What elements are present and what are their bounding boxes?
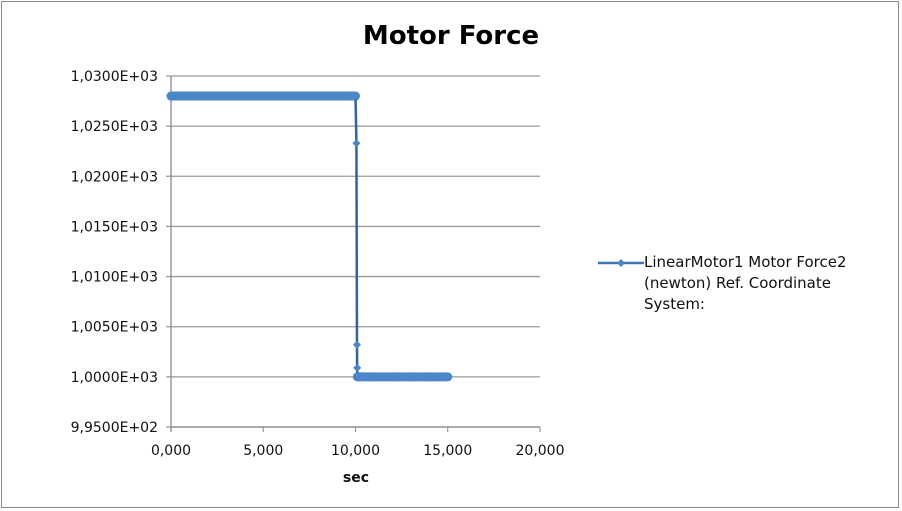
x-axis-label: sec: [343, 470, 369, 486]
legend: LinearMotor1 Motor Force2 (newton) Ref. …: [598, 252, 894, 315]
x-tick-label: 10,000: [331, 443, 380, 459]
data-point: [314, 92, 323, 101]
data-point: [203, 92, 212, 101]
y-tick-label: 9,9500E+02: [71, 420, 158, 436]
y-tick-label: 1,0250E+03: [71, 119, 158, 135]
data-point: [352, 139, 361, 148]
chart-title: Motor Force: [363, 21, 539, 51]
legend-entry: LinearMotor1 Motor Force2 (newton) Ref. …: [644, 253, 847, 313]
y-tick-label: 1,0300E+03: [71, 69, 158, 85]
data-point: [333, 92, 342, 101]
y-tick-label: 1,0150E+03: [71, 219, 158, 235]
series-segment: [354, 96, 358, 144]
x-tick-label: 15,000: [423, 443, 472, 459]
x-tick-label: 20,000: [516, 443, 565, 459]
y-tick-label: 1,0100E+03: [71, 270, 158, 286]
x-tick-label: 5,000: [243, 443, 283, 459]
data-point: [388, 372, 397, 381]
data-point: [443, 372, 452, 381]
y-tick-label: 1,0200E+03: [71, 169, 158, 185]
data-point: [240, 92, 249, 101]
data-point: [353, 363, 362, 372]
data-point: [351, 92, 360, 101]
y-tick-label: 1,0000E+03: [71, 370, 158, 386]
legend-marker-icon: [598, 259, 644, 267]
data-point: [259, 92, 268, 101]
data-point: [369, 372, 378, 381]
data-point: [167, 92, 175, 101]
y-tick-label: 1,0050E+03: [71, 320, 158, 336]
data-point: [222, 92, 231, 101]
x-tick-label: 0,000: [151, 443, 191, 459]
data-point: [425, 372, 434, 381]
series-segment: [355, 143, 359, 345]
data-point: [277, 92, 286, 101]
data-point: [406, 372, 415, 381]
data-point: [296, 92, 305, 101]
data-point: [185, 92, 194, 101]
data-point: [353, 372, 362, 381]
data-point: [352, 340, 361, 349]
